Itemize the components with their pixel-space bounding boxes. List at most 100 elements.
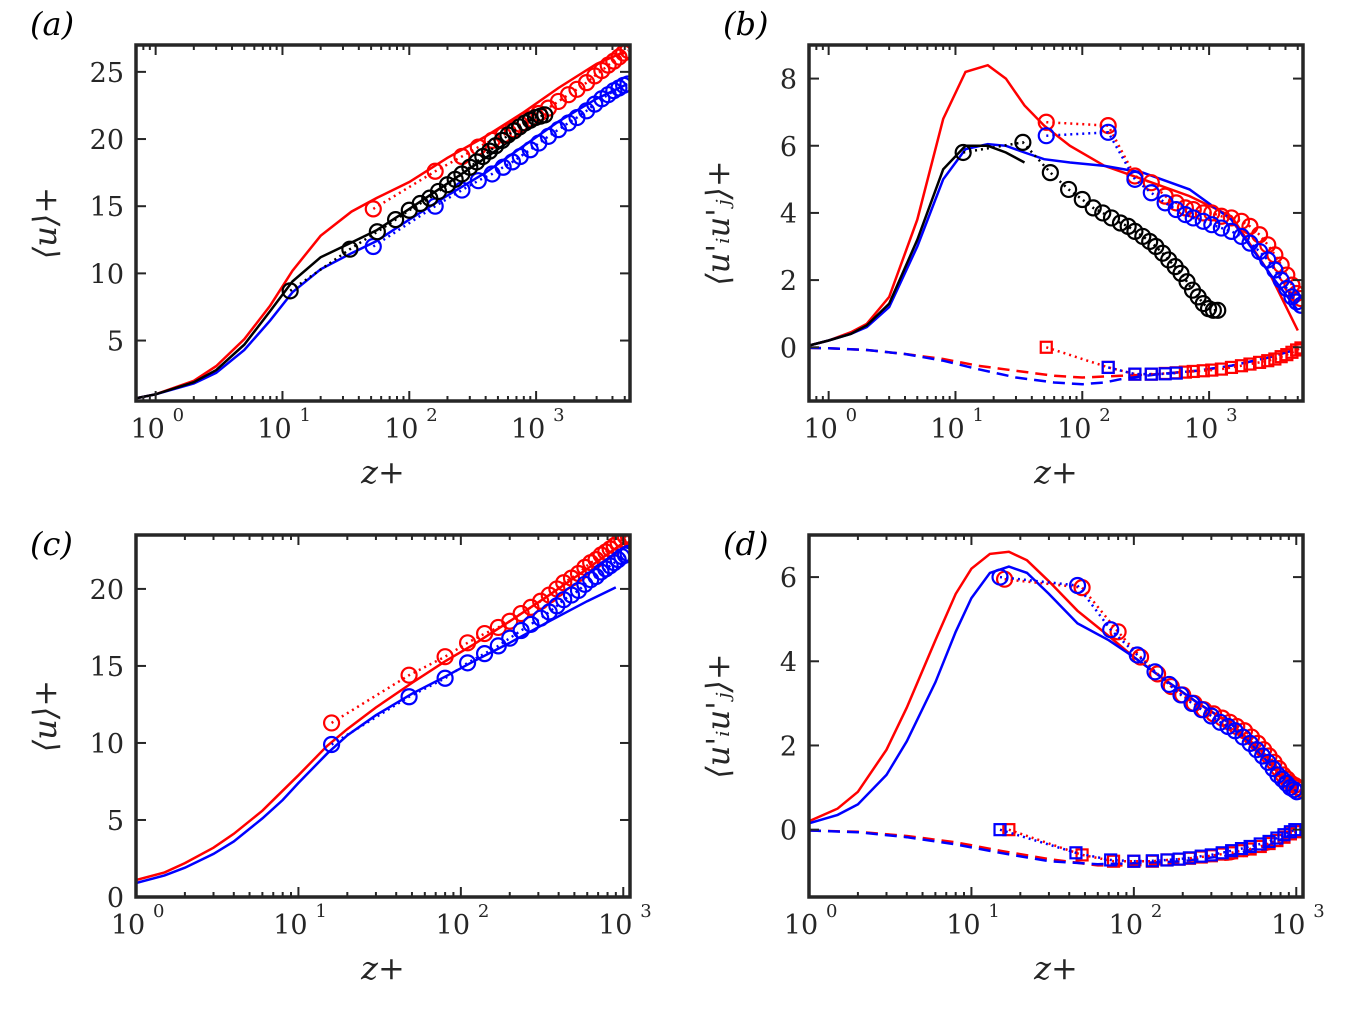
series-b-red-dashed [809,346,1299,379]
series-a-blue-solid [136,84,626,400]
xtick-label-a-1: 10 [257,414,291,445]
marker-b-black-circle-18 [1178,273,1196,291]
marker-d-blue-circle-1 [1068,576,1087,595]
marker-c-blue-circle-19 [597,560,615,578]
xtick-exp-d-3: 3 [1313,901,1324,922]
marker-b-blue-circle-0 [1037,127,1055,145]
marker-b-red-square-13 [1243,357,1257,371]
marker-b-black-circle-24 [1209,301,1227,319]
marker-b-blue-square-4 [1169,366,1183,380]
series-a-blue-circles-line [372,82,629,248]
xtick-label-d-0: 10 [784,910,818,941]
series-c-red-circles-line [330,535,629,724]
marker-b-blue-circle-8 [1194,212,1212,230]
xlabel-a: z+ [360,453,405,491]
marker-d-blue-square-10 [1215,846,1229,860]
marker-c-red-circle-4 [475,624,494,643]
panel-d: 10 0 10 1 10 2 10 3 0 2 4 6 z+ ⟨u'ᵢu'ⱼ⟩+ (d) [699,525,1325,987]
xlabel-c: z+ [360,949,405,987]
ylabel-c: ⟨u⟩+ [26,680,64,752]
panel-label-a: (a) [30,5,74,43]
axis-frame-a [134,43,632,403]
xtick-label-b-1: 10 [930,414,964,445]
marker-b-blue-circle-1 [1099,123,1117,141]
marker-d-red-square-2 [1106,854,1121,868]
marker-a-blue-circle-21 [619,75,630,93]
marker-d-blue-square-3 [1127,854,1141,868]
xtick-exp-b-0: 0 [846,405,857,426]
marker-b-red-circle-0 [1037,113,1055,131]
xtick-label-c-0: 10 [111,910,145,941]
series-b-blue-dashed [809,346,1299,386]
series-c-blue-solid [136,586,617,885]
marker-d-blue-circle-4 [1146,663,1164,681]
xtick-label-a-3: 10 [511,414,545,445]
xtick-exp-d-0: 0 [826,901,837,922]
ytick-label-a-1: 10 [90,259,124,290]
xtick-label-b-3: 10 [1184,414,1218,445]
marker-d-red-circle-2 [1109,623,1127,641]
marker-b-black-circle-5 [1084,199,1102,217]
marker-b-red-circle-3 [1142,174,1160,192]
marker-a-red-circle-12 [559,86,578,104]
marker-c-red-circle-2 [436,648,454,666]
ylabel-a: ⟨u⟩+ [26,187,64,259]
marker-b-blue-circle-7 [1184,209,1202,227]
series-a-black-solid [136,116,547,400]
xtick-exp-a-2: 2 [426,405,437,426]
marker-b-blue-circle-18 [1278,279,1296,298]
xtick-exp-b-3: 3 [1226,405,1237,426]
plot-area-a [136,45,630,400]
marker-d-blue-square-2 [1104,853,1118,867]
marker-c-blue-circle-25 [619,544,630,563]
marker-d-blue-circle-2 [1102,621,1120,639]
series-d-blue-solid [809,565,1298,825]
marker-b-blue-circle-13 [1241,234,1259,252]
marker-d-red-circle-3 [1131,648,1150,666]
marker-c-blue-circle-4 [475,645,494,663]
plot-area-d [809,550,1303,868]
xtick-label-a-2: 10 [384,414,418,445]
marker-d-red-circle-4 [1148,665,1167,683]
plot-area-c [136,535,630,885]
xtick-label-c-1: 10 [273,910,307,941]
marker-b-red-square-0 [1039,340,1053,354]
marker-b-blue-square-0 [1101,360,1115,375]
panel-a: 10 0 10 1 10 2 10 3 5 10 15 20 25 z+ ⟨u⟩+ (a) [26,5,632,491]
marker-a-blue-circle-12 [559,114,578,132]
marker-a-black-circle-2 [368,223,386,241]
xtick-label-c-3: 10 [598,910,632,941]
series-b-red-solid [809,63,1299,347]
ytick-label-a-0: 5 [107,327,124,358]
marker-a-blue-circle-5 [494,158,512,176]
marker-c-blue-circle-1 [400,688,418,706]
marker-b-red-square-14 [1252,355,1267,369]
xtick-exp-c-1: 1 [315,901,326,922]
marker-b-black-circle-2 [1041,164,1059,182]
marker-a-red-circle-21 [619,45,630,59]
marker-b-black-circle-8 [1111,214,1130,232]
ytick-label-d-0: 0 [780,816,797,847]
plot-area-b [809,63,1303,386]
ytick-label-b-4: 8 [780,65,797,96]
xtick-exp-c-3: 3 [640,901,651,922]
marker-b-blue-circle-2 [1126,170,1144,188]
marker-b-blue-circle-10 [1212,219,1230,237]
xtick-exp-d-1: 1 [988,901,999,922]
marker-c-red-circle-0 [322,714,341,732]
ytick-label-d-1: 2 [780,731,797,762]
marker-c-blue-circle-2 [436,669,454,687]
xtick-label-d-3: 10 [1271,910,1305,941]
ytick-label-b-0: 0 [780,333,797,364]
marker-d-blue-square-1 [1069,846,1083,860]
marker-d-blue-square-14 [1253,837,1267,851]
marker-b-blue-circle-3 [1142,184,1160,202]
marker-b-red-circle-14 [1250,226,1269,244]
ytick-label-c-3: 15 [90,652,124,683]
panel-label-c: (c) [30,525,73,563]
marker-b-red-square-15 [1261,354,1275,368]
marker-a-red-circle-1 [426,162,444,180]
ytick-label-b-2: 4 [780,199,797,230]
